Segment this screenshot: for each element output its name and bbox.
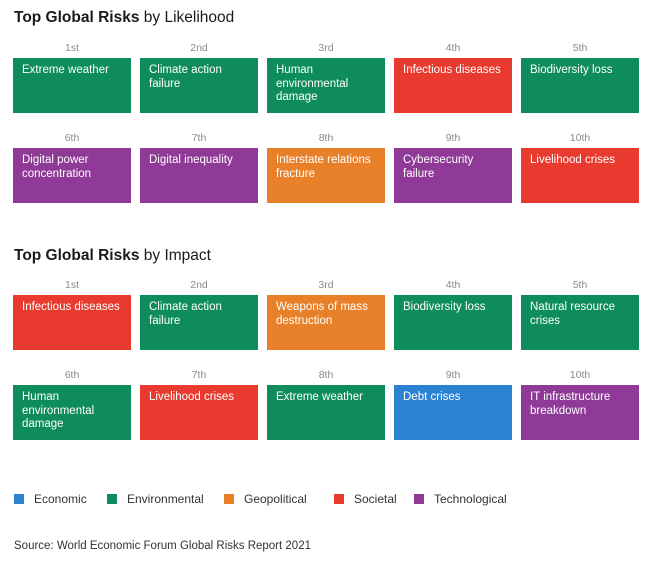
risk-tile: Livelihood crises <box>521 148 639 203</box>
risk-rank: 5th <box>572 42 588 54</box>
risk-rank: 7th <box>191 369 207 381</box>
risk-rank: 4th <box>445 42 461 54</box>
legend-label: Societal <box>354 492 397 506</box>
impact-title: Top Global Risks by Impact <box>14 247 211 265</box>
risk-tile: Digital inequality <box>140 148 258 203</box>
risk-rank: 10th <box>569 132 591 144</box>
legend-label: Technological <box>434 492 507 506</box>
risk-rank: 1st <box>64 279 79 291</box>
likelihood-title: Top Global Risks by Likelihood <box>14 9 234 27</box>
likelihood-title-rest: by Likelihood <box>143 9 235 26</box>
risk-tile: Debt crises <box>394 385 512 440</box>
risk-tile: Human environmental damage <box>13 385 131 440</box>
risk-rank: 8th <box>318 132 334 144</box>
risk-rank: 8th <box>318 369 334 381</box>
risk-rank: 7th <box>191 132 207 144</box>
risk-rank: 2nd <box>190 42 208 54</box>
risk-rank: 3rd <box>318 42 334 54</box>
risk-tile: Extreme weather <box>13 58 131 113</box>
legend-swatch <box>14 494 24 504</box>
source-note: Source: World Economic Forum Global Risk… <box>14 540 311 552</box>
risk-tile: IT infrastructure breakdown <box>521 385 639 440</box>
risk-rank: 4th <box>445 279 461 291</box>
legend-label: Economic <box>34 492 87 506</box>
legend-label: Geopolitical <box>244 492 307 506</box>
risk-tile: Cybersecurity failure <box>394 148 512 203</box>
likelihood-title-bold: Top Global Risks <box>14 9 140 26</box>
risk-tile: Digital power concentration <box>13 148 131 203</box>
risk-rank: 3rd <box>318 279 334 291</box>
risk-rank: 6th <box>64 132 80 144</box>
risk-rank: 10th <box>569 369 591 381</box>
risk-rank: 5th <box>572 279 588 291</box>
risk-tile: Extreme weather <box>267 385 385 440</box>
legend-swatch <box>107 494 117 504</box>
risk-tile: Biodiversity loss <box>521 58 639 113</box>
risk-rank: 1st <box>64 42 79 54</box>
risk-tile: Human environmental damage <box>267 58 385 113</box>
impact-title-rest: by Impact <box>143 247 211 264</box>
risk-tile: Interstate relations fracture <box>267 148 385 203</box>
risk-tile: Climate action failure <box>140 295 258 350</box>
risk-rank: 9th <box>445 132 461 144</box>
risk-tile: Biodiversity loss <box>394 295 512 350</box>
risk-tile: Infectious diseases <box>13 295 131 350</box>
risk-rank: 6th <box>64 369 80 381</box>
legend: Economic Environmental Geopolitical Societa… <box>14 492 614 506</box>
risk-tile: Climate action failure <box>140 58 258 113</box>
risk-rank: 9th <box>445 369 461 381</box>
risk-tile: Weapons of mass destruction <box>267 295 385 350</box>
legend-swatch <box>224 494 234 504</box>
legend-swatch <box>334 494 344 504</box>
risk-rank: 2nd <box>190 279 208 291</box>
risk-tile: Natural resource crises <box>521 295 639 350</box>
legend-swatch <box>414 494 424 504</box>
impact-title-bold: Top Global Risks <box>14 247 140 264</box>
risk-tile: Infectious diseases <box>394 58 512 113</box>
legend-label: Environmental <box>127 492 204 506</box>
risk-tile: Livelihood crises <box>140 385 258 440</box>
